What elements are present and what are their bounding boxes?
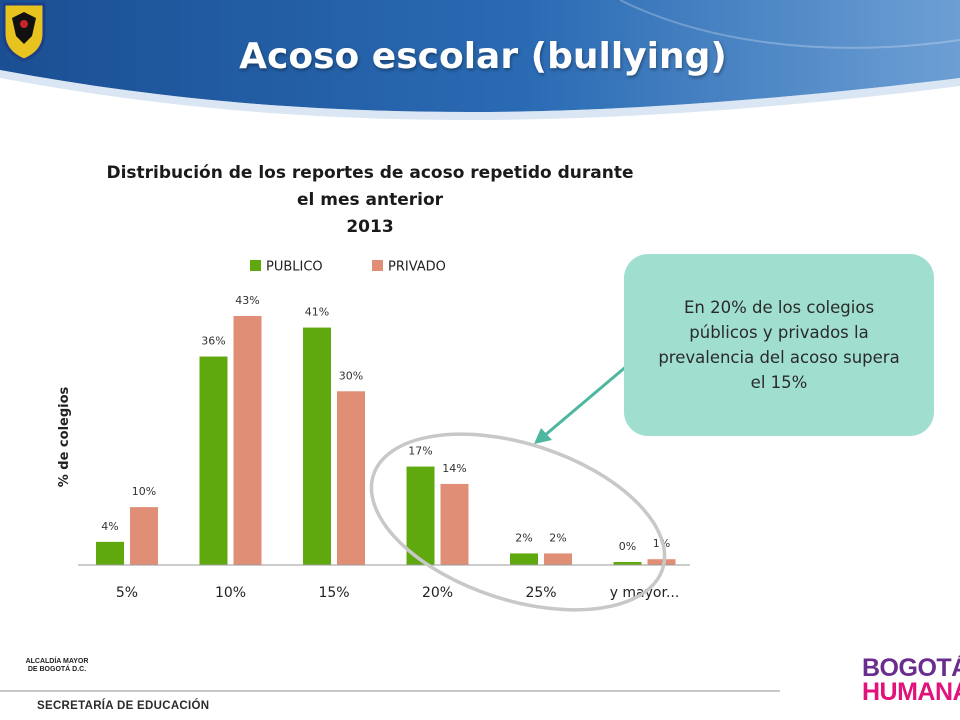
legend-swatch-publico (250, 260, 261, 271)
data-label-publico-1: 36% (201, 335, 225, 348)
legend-label-publico: PUBLICO (266, 260, 323, 275)
logo-left-text: ALCALDÍA MAYOR DE BOGOTÁ D.C. (25, 658, 89, 673)
data-label-publico-3: 17% (408, 445, 432, 458)
x-tick-label-1: 10% (215, 585, 246, 601)
chart-bars: 4%36%41%17%2%0%10%43%30%14%2% 1% (96, 294, 676, 565)
data-label-privado-1: 43% (235, 294, 259, 307)
bar-privado-3 (440, 483, 469, 565)
bogota-humana-logo: BOGOTÁ HUMANA (862, 654, 960, 706)
callout-text: En 20% de los colegios públicos y privad… (658, 298, 900, 392)
bar-privado-1 (233, 316, 262, 565)
callout-arrow (534, 363, 629, 444)
bar-publico-2 (303, 327, 331, 565)
data-label-publico-2: 41% (305, 306, 329, 319)
highlight-ellipse (369, 432, 667, 612)
data-label-privado-2: 30% (339, 369, 363, 382)
x-tick-label-0: 5% (116, 585, 138, 601)
footer-divider (0, 690, 780, 692)
bogota-crest-logo (2, 2, 46, 62)
header-banner (0, 0, 960, 120)
chart-title-line-3: 2013 (346, 217, 394, 237)
bar-privado-4 (544, 553, 572, 565)
bar-publico-4 (510, 553, 538, 565)
x-tick-label-3: 20% (422, 585, 453, 601)
bar-publico-1 (199, 356, 228, 565)
y-axis-label: % de colegios (57, 386, 72, 487)
bar-privado-0 (130, 507, 158, 565)
legend-swatch-privado (372, 260, 383, 271)
data-label-publico-4: 2% (515, 531, 532, 544)
legend-label-privado: PRIVADO (388, 260, 446, 275)
bar-privado-5 (647, 559, 676, 565)
chart-title: Distribución de los reportes de acoso re… (60, 160, 680, 241)
bar-publico-0 (96, 541, 124, 565)
footer-label: SECRETARÍA DE EDUCACIÓN (37, 700, 210, 712)
callout-box: En 20% de los colegios públicos y privad… (624, 254, 934, 436)
chart-title-line-1: Distribución de los reportes de acoso re… (106, 163, 634, 183)
chart-legend: PUBLICO PRIVADO (250, 260, 446, 275)
x-tick-label-2: 15% (318, 585, 349, 601)
data-label-privado-3: 14% (442, 462, 466, 475)
chart-title-line-2: el mes anterior (296, 190, 444, 210)
bar-publico-5 (613, 562, 642, 565)
x-tick-label-4: 25% (525, 585, 556, 601)
data-label-privado-0: 10% (132, 485, 156, 498)
slide-title: Acoso escolar (bullying) (239, 36, 727, 77)
data-label-publico-5: 0% (619, 540, 636, 553)
x-axis-ticks: 5% 10% 15% 20% 25% y mayor... (116, 585, 679, 601)
data-label-publico-0: 4% (101, 520, 118, 533)
bar-privado-2 (337, 391, 365, 565)
bar-publico-3 (406, 466, 435, 565)
data-label-privado-4: 2% (549, 531, 566, 544)
